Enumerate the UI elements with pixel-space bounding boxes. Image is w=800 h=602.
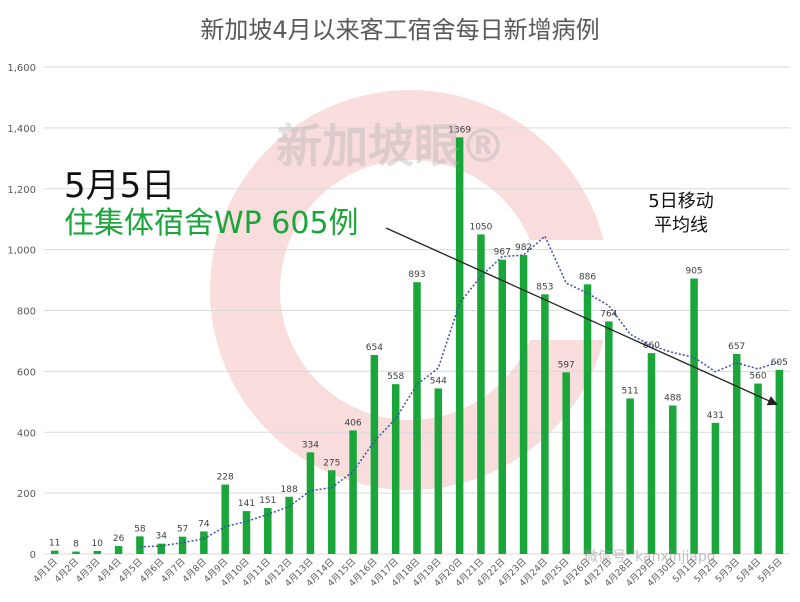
bar <box>455 137 464 555</box>
bar <box>50 550 59 554</box>
bar <box>157 543 165 554</box>
bar-value-label: 657 <box>728 342 745 352</box>
bar-value-label: 141 <box>238 499 255 509</box>
bar-value-label: 660 <box>643 341 660 351</box>
wechat-watermark: 微信号: kanxinjiapo <box>584 549 716 565</box>
bar-value-label: 151 <box>259 496 276 506</box>
chart-title: 新加坡4月以来客工宿舍每日新增病例 <box>200 16 600 44</box>
bar-value-label: 188 <box>281 485 298 495</box>
bar-value-label: 886 <box>579 272 596 282</box>
bar <box>605 321 613 554</box>
bar <box>285 496 293 554</box>
y-tick-label: 1,600 <box>7 63 36 74</box>
bar <box>72 551 80 554</box>
bar-value-label: 11 <box>49 539 60 549</box>
bar-value-label: 334 <box>302 440 319 450</box>
moving-average-line <box>139 234 780 548</box>
bar-value-label: 1369 <box>448 125 471 135</box>
bar-value-label: 34 <box>156 532 168 542</box>
bar-value-label: 275 <box>323 458 340 468</box>
y-tick-label: 200 <box>17 489 36 500</box>
bar <box>114 546 123 554</box>
bar-value-label: 558 <box>387 372 404 382</box>
bar-value-label: 893 <box>408 270 425 280</box>
bar <box>669 405 677 554</box>
bar-value-label: 905 <box>685 267 702 277</box>
bar <box>413 282 421 554</box>
bar-value-label: 544 <box>430 376 447 386</box>
bar <box>178 536 187 554</box>
annotation-date: 5月5日 <box>64 166 176 206</box>
bar-value-label: 406 <box>344 418 361 428</box>
bar-value-label: 57 <box>177 525 188 535</box>
bar-value-label: 597 <box>558 360 575 370</box>
bar-value-label: 605 <box>771 358 788 368</box>
y-tick-label: 400 <box>17 428 36 439</box>
bar <box>264 508 272 554</box>
bar <box>541 294 549 554</box>
bar <box>775 369 784 554</box>
bar-value-label: 8 <box>73 540 79 550</box>
bar <box>349 430 357 554</box>
y-tick-label: 800 <box>17 307 36 318</box>
bar-value-label: 654 <box>366 343 383 353</box>
bar-value-label: 26 <box>113 534 125 544</box>
y-tick-label: 0 <box>30 550 36 561</box>
trend-arrow-line <box>385 227 778 406</box>
bar <box>562 372 570 554</box>
bar-value-label: 982 <box>515 243 532 253</box>
annotation-ma-line2: 平均线 <box>654 215 708 236</box>
bar-value-label: 74 <box>198 519 210 529</box>
bar-value-label: 431 <box>707 411 724 421</box>
bar-series <box>50 137 784 555</box>
bar <box>711 422 720 554</box>
bar-value-label: 1050 <box>469 222 492 232</box>
bar <box>583 284 592 554</box>
bar <box>221 484 229 554</box>
y-tick-label: 600 <box>17 367 36 378</box>
bar <box>370 354 379 554</box>
annotation-moving-average: 5日移动 平均线 <box>636 190 726 238</box>
bar <box>498 259 507 554</box>
watermark-text: 新加坡眼® <box>276 119 506 173</box>
value-labels: 11 8 10 26 58 34 57 74 228 141 151 188 334 275 406 654 5… <box>49 125 788 549</box>
bar <box>391 384 400 554</box>
bar-value-label: 488 <box>664 393 681 403</box>
bar <box>690 278 698 554</box>
bar-value-label: 228 <box>217 473 234 483</box>
bar <box>93 550 102 554</box>
bar-value-label: 560 <box>749 372 766 382</box>
bar <box>434 388 443 554</box>
annotation-wp-cases: 住集体宿舍WP 605例 <box>64 206 359 241</box>
bar-value-label: 10 <box>92 539 104 549</box>
moving-average-series <box>139 234 780 548</box>
y-tick-label: 1,400 <box>7 124 36 135</box>
bar-value-label: 511 <box>622 386 639 396</box>
bar <box>732 354 741 554</box>
bar-value-label: 853 <box>536 282 553 292</box>
y-axis: 0 200 400 600 800 1,000 1,200 1,400 1,600 <box>7 63 36 561</box>
bar-value-label: 967 <box>494 248 511 258</box>
bar <box>136 536 144 554</box>
bar <box>200 531 208 554</box>
bar <box>754 383 762 554</box>
bar <box>306 452 315 554</box>
bar-value-label: 58 <box>134 524 146 534</box>
annotation-ma-line1: 5日移动 <box>648 191 714 212</box>
bar <box>477 234 485 554</box>
bar-value-label: 764 <box>600 309 617 319</box>
bar <box>327 470 336 554</box>
bar <box>647 353 656 554</box>
bar <box>519 255 528 554</box>
bar <box>626 398 634 554</box>
y-tick-label: 1,200 <box>7 185 36 196</box>
trend-arrow <box>385 227 778 406</box>
bar <box>242 511 251 554</box>
x-tick-label: 5月5日 <box>756 556 785 585</box>
y-tick-label: 1,000 <box>7 246 36 257</box>
